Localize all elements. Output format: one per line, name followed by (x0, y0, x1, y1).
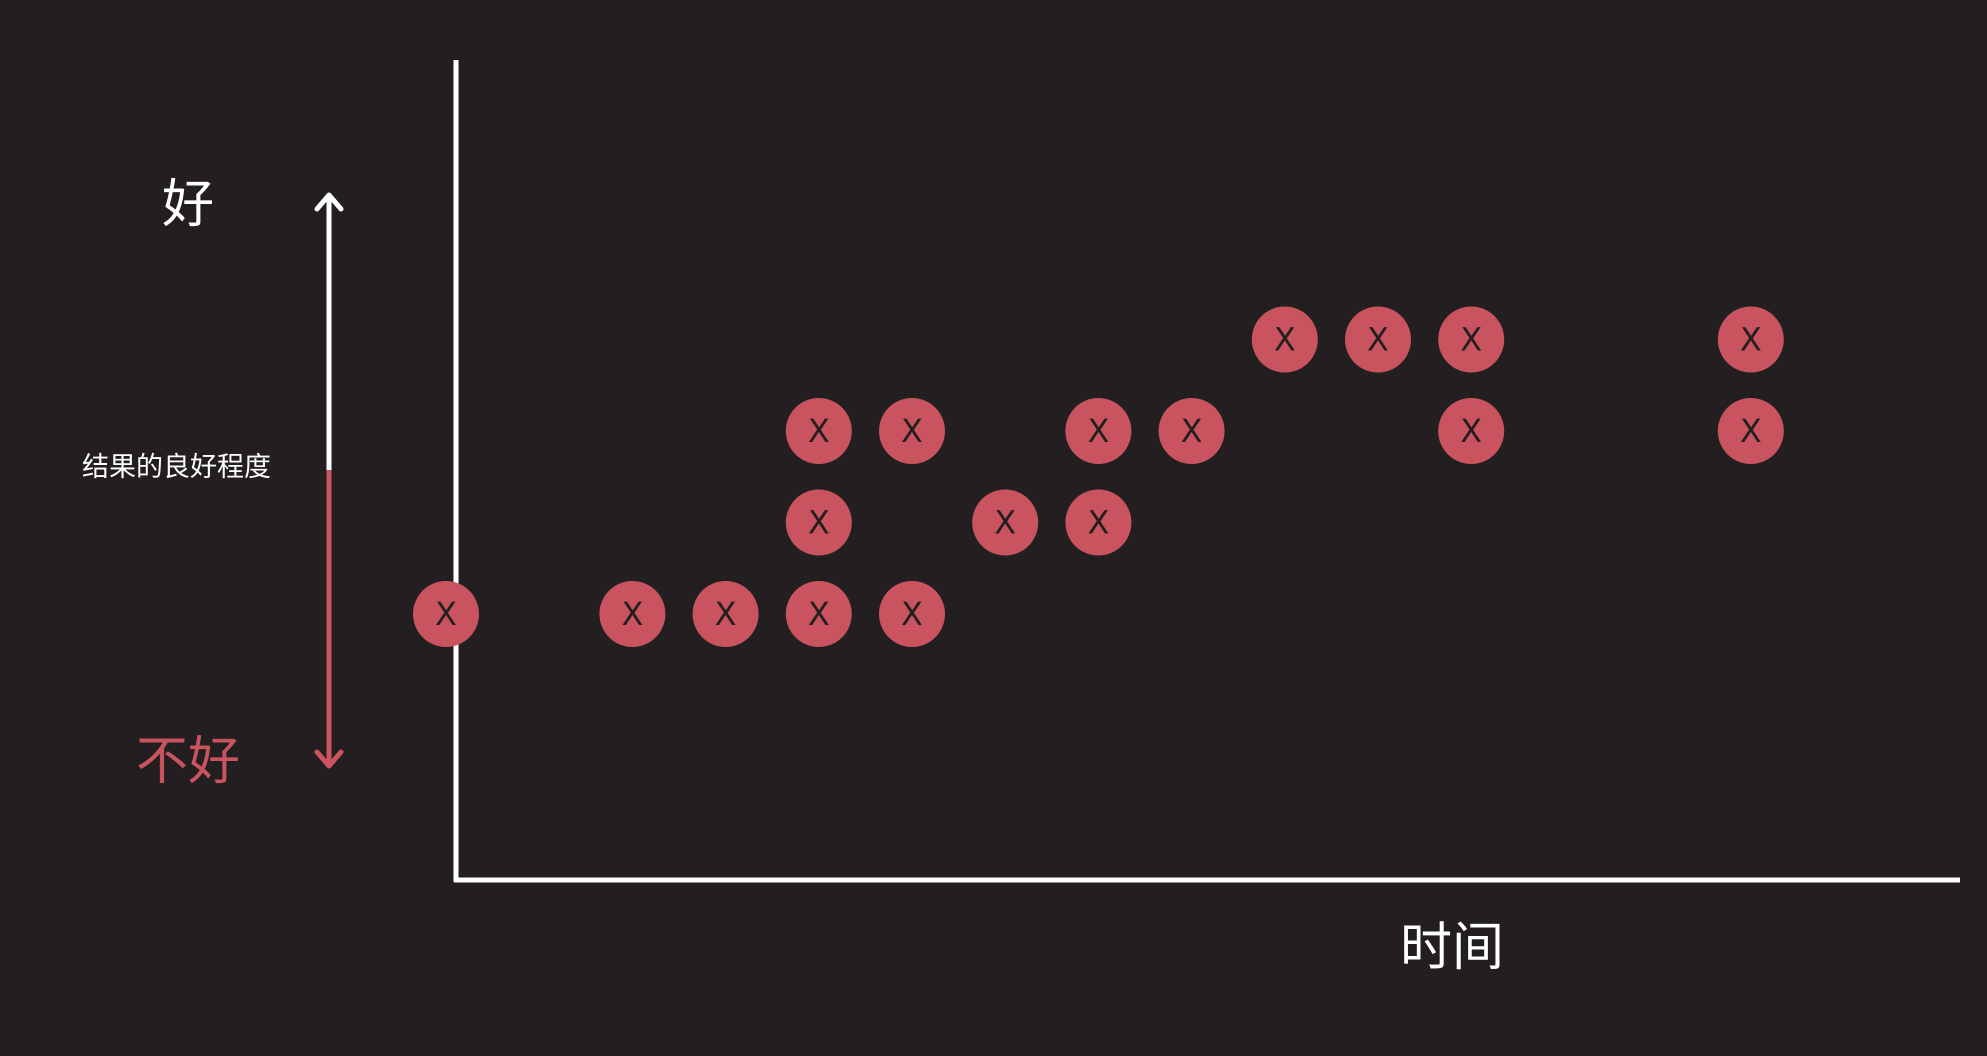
data-point: X (1065, 398, 1132, 464)
data-point-label: X (1367, 321, 1389, 359)
data-point-label: X (1087, 412, 1109, 450)
data-point-label: X (1181, 412, 1203, 450)
data-point-marker (785, 398, 852, 464)
data-point-marker (413, 581, 479, 647)
data-point-label: X (1740, 412, 1762, 450)
data-point-label: X (994, 504, 1016, 542)
data-point-label: X (1460, 321, 1482, 359)
data-point: X (1158, 398, 1225, 464)
data-point: X (1438, 306, 1505, 373)
data-point: X (879, 581, 945, 647)
y-axis-title: 结果的良好程度 (82, 452, 271, 483)
down-arrow-icon (314, 749, 344, 769)
data-point: X (692, 581, 759, 647)
data-point-marker (1065, 398, 1132, 464)
data-point: X (785, 489, 852, 556)
data-point: X (413, 581, 479, 647)
data-point-marker (1438, 306, 1505, 373)
data-point: X (1345, 306, 1411, 373)
data-point: X (1717, 398, 1784, 464)
data-point-label: X (1274, 321, 1296, 359)
data-point-marker (785, 581, 852, 647)
data-point-marker (1438, 398, 1505, 464)
data-point-marker (879, 581, 945, 647)
data-point-label: X (808, 595, 830, 633)
data-point-marker (879, 398, 945, 464)
data-point: X (785, 581, 852, 647)
up-arrow-icon (314, 192, 344, 212)
data-point: X (1065, 489, 1132, 556)
data-point-label: X (715, 595, 737, 633)
data-point-label: X (1460, 412, 1482, 450)
data-point: X (879, 398, 945, 464)
data-point-marker (972, 489, 1039, 556)
data-point: X (972, 489, 1039, 556)
data-point-label: X (808, 412, 830, 450)
data-point: X (785, 398, 852, 464)
data-point: X (1438, 398, 1505, 464)
data-point-label: X (901, 412, 923, 450)
data-point-marker (1065, 489, 1132, 556)
data-point-marker (1158, 398, 1225, 464)
data-point-marker (1345, 306, 1411, 373)
data-point-marker (1251, 306, 1318, 373)
data-point-label: X (1740, 321, 1762, 359)
data-point-marker (599, 581, 666, 647)
data-point: X (1717, 306, 1784, 373)
data-point-label: X (901, 595, 923, 633)
data-point-label: X (435, 595, 457, 633)
data-point-marker (1717, 306, 1784, 373)
data-point-marker (785, 489, 852, 556)
data-point-label: X (1087, 504, 1109, 542)
x-axis-title: 时间 (1400, 918, 1505, 978)
data-point-marker (692, 581, 759, 647)
data-point: X (599, 581, 666, 647)
data-points: X X X X X X X X X X X X X X X X X X (413, 306, 1784, 647)
y-axis-top-label: 好 (162, 175, 215, 235)
y-axis-bottom-label: 不好 (136, 732, 241, 792)
data-point-label: X (621, 595, 643, 633)
data-point-label: X (808, 504, 830, 542)
data-point-marker (1717, 398, 1784, 464)
data-point: X (1251, 306, 1318, 373)
